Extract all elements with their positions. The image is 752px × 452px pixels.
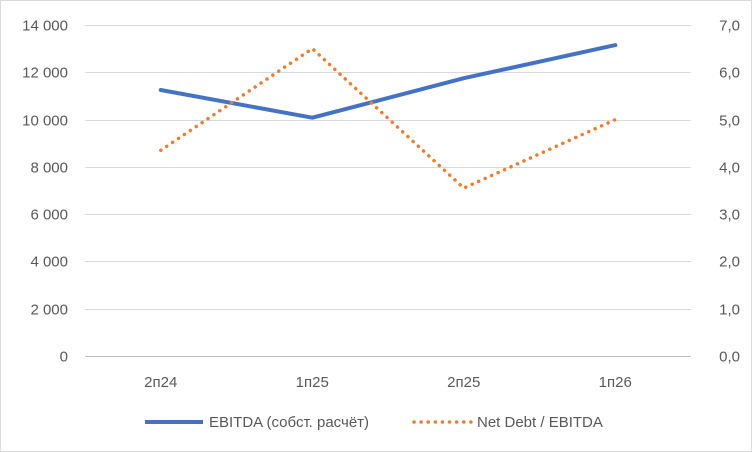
net-debt-ebitda-series-line	[159, 46, 618, 190]
right-tick-label: 2,0	[719, 254, 740, 271]
right-tick-label: 0,0	[719, 349, 740, 366]
gridlines	[85, 25, 691, 357]
left-tick-label: 14 000	[22, 18, 68, 35]
category-label: 1п26	[599, 374, 632, 391]
legend: EBITDA (собст. расчёт) Net Debt / EBITDA	[145, 414, 603, 431]
left-tick-label: 12 000	[22, 65, 68, 82]
right-axis-ticks: 0,0 1,0 2,0 3,0 4,0 5,0 6,0 7,0	[719, 18, 740, 366]
left-tick-label: 4 000	[30, 254, 68, 271]
left-tick-label: 0	[60, 349, 68, 366]
left-tick-label: 8 000	[30, 160, 68, 177]
right-tick-label: 7,0	[719, 18, 740, 35]
legend-label: EBITDA (собст. расчёт)	[209, 414, 369, 431]
legend-label: Net Debt / EBITDA	[477, 414, 603, 431]
right-tick-label: 4,0	[719, 160, 740, 177]
category-label: 2п24	[144, 374, 177, 391]
right-tick-label: 6,0	[719, 65, 740, 82]
left-tick-label: 6 000	[30, 207, 68, 224]
left-tick-label: 2 000	[30, 302, 68, 319]
category-label: 2п25	[447, 374, 480, 391]
series-lines	[158, 43, 618, 190]
left-axis-ticks: 0 2 000 4 000 6 000 8 000 10 000 12 000 14 000	[22, 18, 68, 366]
category-label: 1п25	[296, 374, 329, 391]
right-tick-label: 5,0	[719, 113, 740, 130]
x-axis-ticks: 2п24 1п25 2п25 1п26	[144, 374, 632, 391]
ebitda-series-line	[158, 43, 618, 120]
left-tick-label: 10 000	[22, 113, 68, 130]
right-tick-label: 1,0	[719, 302, 740, 319]
right-tick-label: 3,0	[719, 207, 740, 224]
